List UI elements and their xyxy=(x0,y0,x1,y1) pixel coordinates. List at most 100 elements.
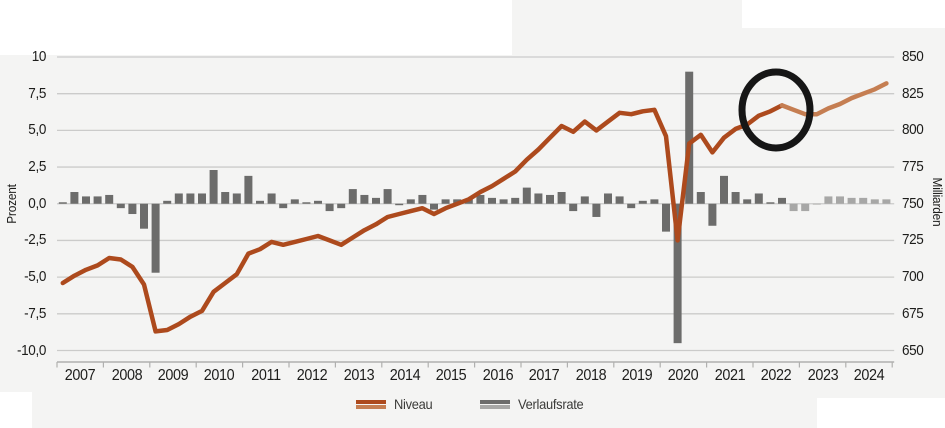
verlaufsrate-bar xyxy=(870,199,879,204)
year-axis-label: 2020 xyxy=(668,367,699,384)
page-background-corner xyxy=(817,398,945,428)
page-background-corner xyxy=(742,0,945,28)
year-axis-label: 2018 xyxy=(575,367,606,384)
verlaufsrate-bar xyxy=(720,175,728,204)
verlaufsrate-bar xyxy=(789,203,798,212)
verlaufsrate-bar xyxy=(766,202,775,204)
verlaufsrate-bar xyxy=(383,189,392,204)
verlaufsrate-bar xyxy=(534,193,543,204)
verlaufsrate-bar xyxy=(105,194,114,204)
verlaufsrate-bar xyxy=(325,203,334,212)
left-axis-tick-label: 5,0 xyxy=(28,121,46,139)
verlaufsrate-bar xyxy=(406,199,415,204)
chart-legend: Niveau Verlaufsrate xyxy=(0,396,945,412)
left-axis-title: Prozent xyxy=(5,184,19,224)
right-axis-tick-label: 800 xyxy=(902,121,924,139)
verlaufsrate-bar xyxy=(209,169,218,204)
year-axis-label: 2015 xyxy=(436,367,467,384)
year-axis-label: 2007 xyxy=(64,367,96,384)
verlaufsrate-bar xyxy=(232,193,241,204)
legend-item-verlaufsrate: Verlaufsrate xyxy=(479,396,589,412)
right-axis-tick-label: 850 xyxy=(902,48,924,65)
year-axis-label: 2011 xyxy=(251,367,281,384)
left-axis-tick-label: 0,0 xyxy=(28,194,46,212)
verlaufsrate-bar xyxy=(128,203,137,215)
left-axis-tick-label: -2,5 xyxy=(24,231,46,249)
verlaufsrate-bar xyxy=(499,199,508,204)
right-axis-tick-label: 825 xyxy=(902,84,924,102)
year-axis-label: 2017 xyxy=(528,367,560,384)
year-axis-label: 2024 xyxy=(853,367,885,384)
year-axis-label: 2009 xyxy=(157,367,189,384)
verlaufsrate-bar xyxy=(778,197,786,204)
verlaufsrate-bar xyxy=(279,203,288,209)
verlaufsrate-bar xyxy=(418,194,427,204)
verlaufsrate-bar xyxy=(430,203,438,210)
verlaufsrate-bar xyxy=(754,193,763,204)
year-axis-label: 2021 xyxy=(714,367,746,384)
verlaufsrate-bar xyxy=(441,199,450,204)
verlaufsrate-bar xyxy=(116,203,125,209)
verlaufsrate-bar xyxy=(708,203,717,226)
verlaufsrate-bar xyxy=(186,193,195,204)
left-axis-tick-label: -10,0 xyxy=(17,341,46,359)
verlaufsrate-bar xyxy=(221,192,230,204)
verlaufsrate-bar xyxy=(314,200,322,204)
verlaufsrate-bar xyxy=(360,194,369,204)
year-axis-label: 2008 xyxy=(111,367,142,384)
verlaufsrate-bar xyxy=(557,192,566,204)
right-axis-tick-label: 675 xyxy=(902,304,924,322)
highlight-circle-annotation xyxy=(738,68,814,152)
verlaufsrate-bar xyxy=(174,193,183,204)
niveau-line xyxy=(60,103,785,334)
verlaufsrate-bar xyxy=(151,203,160,273)
legend-label-verlaufsrate: Verlaufsrate xyxy=(517,396,584,412)
verlaufsrate-bar xyxy=(801,203,810,212)
right-axis-tick-label: 700 xyxy=(902,268,924,286)
left-axis-tick-label: -5,0 xyxy=(24,268,46,286)
verlaufsrate-bar-swatch-icon xyxy=(479,399,510,409)
verlaufsrate-bar xyxy=(93,196,102,204)
verlaufsrate-bar xyxy=(198,193,206,204)
right-axis-tick-label: 775 xyxy=(902,158,924,176)
year-axis-label: 2014 xyxy=(389,367,421,384)
verlaufsrate-bar xyxy=(140,203,148,229)
verlaufsrate-bar xyxy=(395,203,404,206)
verlaufsrate-bar xyxy=(731,192,740,204)
right-axis-title: Milliarden xyxy=(930,177,944,227)
verlaufsrate-bar xyxy=(267,193,276,204)
verlaufsrate-bar xyxy=(673,203,682,344)
verlaufsrate-bar xyxy=(662,203,670,232)
verlaufsrate-bar xyxy=(70,192,79,204)
verlaufsrate-bar xyxy=(743,199,752,204)
verlaufsrate-bar xyxy=(847,197,856,204)
verlaufsrate-bar xyxy=(82,196,90,204)
left-axis-tick-label: 2,5 xyxy=(28,158,46,176)
niveau-line-swatch-icon xyxy=(356,399,387,409)
verlaufsrate-bar xyxy=(650,199,659,204)
right-axis-tick-label: 750 xyxy=(902,194,924,212)
verlaufsrate-bar xyxy=(615,196,624,204)
verlaufsrate-bar xyxy=(163,200,172,204)
verlaufsrate-bar xyxy=(580,196,589,204)
verlaufsrate-bar xyxy=(290,199,299,204)
left-axis-tick-label: 7,5 xyxy=(28,84,46,102)
page-background-corner xyxy=(0,0,512,55)
year-axis-label: 2023 xyxy=(807,367,838,384)
verlaufsrate-bar xyxy=(476,194,485,204)
verlaufsrate-bar xyxy=(256,200,264,204)
verlaufsrate-bar xyxy=(522,187,531,204)
verlaufsrate-bar xyxy=(592,203,601,217)
verlaufsrate-bar xyxy=(627,203,636,209)
year-axis-label: 2019 xyxy=(621,367,653,384)
year-axis-label: 2022 xyxy=(760,367,792,384)
verlaufsrate-bar xyxy=(836,196,844,204)
verlaufsrate-bar xyxy=(488,197,496,204)
niveau-line-forecast xyxy=(779,81,889,117)
legend-label-niveau: Niveau xyxy=(394,396,433,412)
verlaufsrate-bar xyxy=(58,202,67,204)
verlaufsrate-bar xyxy=(638,200,647,204)
verlaufsrate-bar xyxy=(685,71,694,204)
